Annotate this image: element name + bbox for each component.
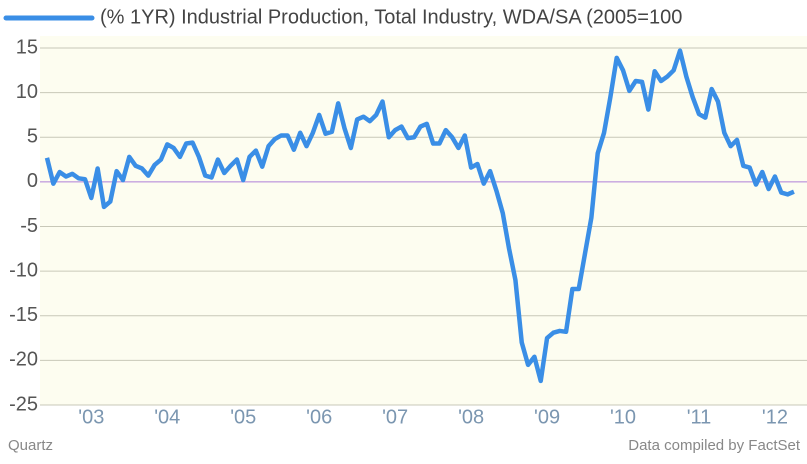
legend-label: (% 1YR) Industrial Production, Total Ind… [100, 6, 682, 28]
x-tick-label: '07 [382, 406, 408, 428]
x-tick-label: '09 [534, 406, 560, 428]
x-tick-label: '03 [78, 406, 104, 428]
x-tick-label: '04 [154, 406, 180, 428]
plot-background [40, 36, 807, 405]
x-tick-label: '06 [306, 406, 332, 428]
y-tick-label: 0 [27, 170, 38, 192]
x-tick-label: '11 [687, 406, 712, 428]
y-tick-label: -25 [9, 393, 38, 415]
x-tick-label: '12 [762, 406, 788, 428]
y-tick-label: -10 [9, 259, 38, 281]
y-tick-label: -15 [9, 304, 38, 326]
brand: Quartz [8, 437, 53, 454]
y-tick-label: 10 [16, 81, 38, 103]
x-tick-label: '08 [458, 406, 484, 428]
y-tick-label: -20 [9, 349, 38, 371]
x-tick-label: '05 [230, 406, 256, 428]
source: Data compiled by FactSet [628, 437, 801, 454]
data-line [44, 48, 795, 384]
x-tick-label: '10 [610, 406, 636, 428]
y-tick-label: 5 [27, 126, 38, 148]
y-tick-label: 15 [16, 36, 38, 58]
y-tick-label: -5 [20, 215, 38, 237]
